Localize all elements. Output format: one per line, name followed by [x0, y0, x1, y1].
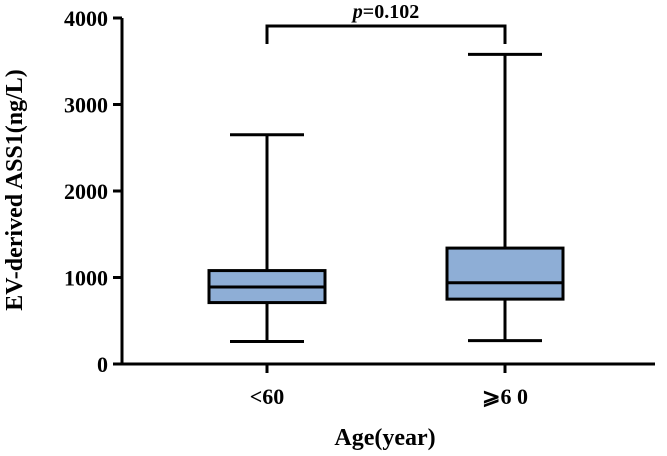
x-axis: <60 ⩾6 0 — [120, 362, 655, 409]
y-axis-title: EV-derived ASS1(ng/L) — [2, 69, 28, 311]
y-axis: 0 1000 2000 3000 4000 — [64, 6, 124, 377]
significance-bracket — [265, 24, 507, 44]
significance-annotation: p=0.102 — [265, 1, 507, 44]
y-tick-label: 2000 — [64, 179, 108, 204]
x-tick-label: ⩾6 0 — [482, 384, 528, 409]
box-group — [207, 133, 327, 344]
y-tick-label: 0 — [97, 352, 108, 377]
y-tick-label: 3000 — [64, 93, 108, 118]
x-axis-title: Age(year) — [334, 425, 435, 451]
p-value-label: p=0.102 — [351, 1, 419, 23]
y-tick-label: 4000 — [64, 6, 108, 31]
y-tick-label: 1000 — [64, 266, 108, 291]
iqr-box — [445, 246, 565, 301]
x-tick-label: <60 — [250, 384, 285, 409]
boxes — [207, 52, 565, 344]
box-group — [445, 52, 565, 343]
